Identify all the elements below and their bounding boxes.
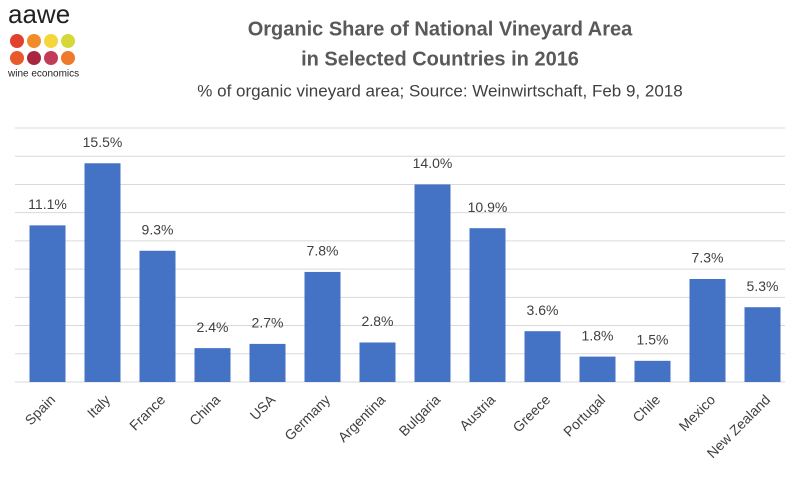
- chart-title: Organic Share of National Vineyard Area: [248, 18, 633, 40]
- data-label: 5.3%: [747, 278, 779, 294]
- data-label: 1.5%: [637, 332, 669, 348]
- x-tick-label: Greece: [509, 391, 553, 435]
- bar: [469, 228, 506, 382]
- x-tick-label: Portugal: [560, 391, 608, 439]
- logo-dot: [10, 34, 24, 48]
- data-label: 9.3%: [142, 221, 174, 237]
- logo: aawe wine economics: [7, 0, 79, 80]
- x-tick-label: Argentina: [335, 391, 389, 445]
- logo-name: aawe: [8, 0, 70, 29]
- logo-dot: [61, 34, 75, 48]
- data-label: 2.8%: [362, 313, 394, 329]
- bar: [744, 307, 781, 382]
- logo-dot: [44, 51, 58, 65]
- data-label: 1.8%: [582, 327, 614, 343]
- logo-dot: [44, 34, 58, 48]
- bar: [689, 278, 726, 382]
- logo-dot: [27, 51, 41, 65]
- data-label: 7.3%: [692, 250, 724, 266]
- x-tick-label: Italy: [84, 391, 113, 420]
- x-tick-label: Germany: [281, 391, 333, 443]
- bar: [249, 343, 286, 382]
- x-tick-label: France: [126, 391, 168, 433]
- x-tick-label: Austria: [456, 391, 498, 433]
- data-label: 14.0%: [413, 155, 453, 171]
- chart-title: in Selected Countries in 2016: [301, 48, 579, 70]
- bar: [359, 342, 396, 382]
- bar: [579, 356, 616, 382]
- data-label: 2.4%: [197, 319, 229, 335]
- bar: [84, 163, 121, 382]
- data-label: 2.7%: [252, 315, 284, 331]
- data-label: 15.5%: [83, 134, 123, 150]
- logo-tagline: wine economics: [7, 69, 79, 80]
- x-tick-label: Bulgaria: [396, 391, 444, 439]
- logo-dot: [61, 51, 75, 65]
- bar: [414, 184, 451, 382]
- data-label: 3.6%: [527, 302, 559, 318]
- chart-subtitle: % of organic vineyard area; Source: Wein…: [197, 81, 682, 100]
- logo-dot: [10, 51, 24, 65]
- bar: [304, 271, 341, 382]
- data-label: 7.8%: [307, 243, 339, 259]
- bar: [524, 331, 561, 382]
- x-tick-label: Spain: [22, 391, 59, 428]
- data-label: 11.1%: [28, 196, 67, 212]
- bar: [194, 348, 231, 382]
- bar: [634, 360, 671, 382]
- x-tick-label: USA: [247, 391, 279, 423]
- data-label: 10.9%: [468, 199, 508, 215]
- x-tick-label: Mexico: [676, 391, 719, 434]
- logo-dot: [27, 34, 41, 48]
- bar: [29, 225, 66, 382]
- bar: [139, 250, 176, 382]
- x-tick-label: Chile: [629, 391, 663, 425]
- x-tick-label: China: [186, 391, 223, 428]
